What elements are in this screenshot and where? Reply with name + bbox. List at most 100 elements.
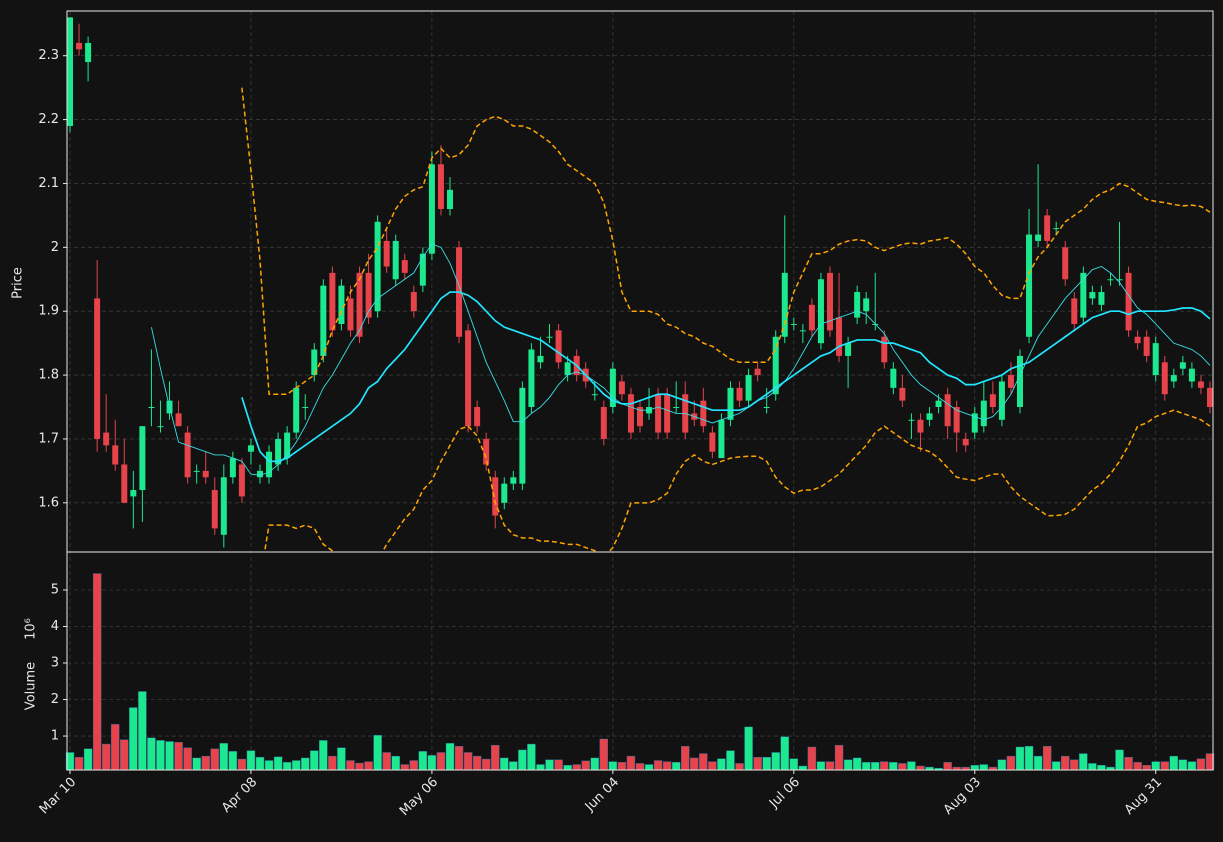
volume-bar	[310, 750, 319, 771]
volume-bar	[635, 763, 645, 771]
volume-bar	[1178, 759, 1188, 771]
volume-bar	[1142, 765, 1151, 771]
candle-body	[673, 407, 680, 409]
volume-bar	[418, 751, 428, 771]
candle-body	[944, 394, 951, 427]
volume-bar	[671, 762, 681, 771]
volume-bar	[454, 746, 464, 771]
candle-body	[519, 387, 526, 484]
volume-bar	[165, 741, 174, 771]
candle-body	[745, 375, 752, 401]
volume-bar	[346, 760, 355, 771]
volume-bar	[1169, 755, 1179, 771]
candle-body	[302, 407, 309, 409]
volume-bar	[337, 747, 346, 771]
volume-bar	[156, 740, 165, 771]
candle-body	[998, 381, 1005, 420]
candle-body	[953, 407, 960, 433]
candle-body	[383, 240, 390, 267]
volume-bar	[436, 752, 446, 771]
volume-bar	[1160, 761, 1169, 771]
volume-bar	[518, 749, 527, 771]
candle-body	[817, 279, 824, 344]
candle-body	[184, 432, 191, 478]
candle-body	[374, 221, 381, 312]
grid	[67, 11, 1213, 770]
volume-bar	[717, 758, 726, 771]
volume-bar	[997, 759, 1007, 771]
volume-bar	[762, 757, 771, 771]
volume-bar	[708, 761, 717, 771]
volume-bar	[753, 757, 762, 771]
volume-bar	[880, 761, 889, 771]
candle-body	[1053, 228, 1060, 230]
volume-bar	[391, 755, 400, 771]
volume-bar	[92, 573, 102, 771]
volume-bar	[481, 758, 491, 771]
candle-body	[627, 394, 634, 433]
candle-body	[202, 470, 209, 478]
volume-bar	[382, 752, 391, 771]
candle-body	[139, 426, 146, 491]
candle-body	[709, 432, 716, 452]
candle-body	[211, 490, 218, 529]
candle-body	[356, 272, 363, 337]
volume-bar	[291, 760, 301, 771]
candle-body	[899, 387, 906, 401]
candle-body	[546, 336, 553, 338]
candle-body	[275, 438, 282, 465]
candle-body	[229, 458, 236, 478]
volume-bar	[581, 760, 590, 771]
candle-body	[67, 17, 73, 126]
candle-body	[917, 419, 924, 433]
y-tick-label: 5	[51, 582, 59, 597]
volume-bar	[255, 757, 265, 771]
y-tick-label: 2	[51, 240, 59, 255]
candle-body	[293, 387, 300, 433]
volume-bar	[834, 744, 844, 771]
candle-body	[836, 317, 843, 356]
volume-bar	[1061, 755, 1070, 771]
volume-bar	[572, 764, 581, 771]
candle-body	[193, 470, 200, 472]
candle-body	[935, 400, 942, 408]
candle-body	[655, 394, 662, 433]
volume-bar	[943, 762, 952, 771]
candle-body	[320, 285, 327, 356]
panel-frame	[66, 551, 1214, 771]
volume-axis-label: Volume	[24, 662, 39, 710]
candle-body	[754, 368, 761, 376]
candle-body	[1170, 375, 1177, 382]
candle-body	[1125, 272, 1132, 331]
candle-body	[1207, 387, 1213, 408]
volume-bar	[644, 764, 654, 771]
volume-bar	[101, 743, 111, 771]
candle-body	[1089, 292, 1096, 299]
candle-body	[1179, 362, 1186, 369]
volume-bar	[690, 757, 699, 771]
volume-bar	[789, 758, 799, 771]
volume-bar	[527, 743, 536, 771]
candle-body	[329, 272, 336, 331]
volume-bar	[1088, 763, 1097, 771]
volume-bar	[970, 765, 979, 771]
volume-bar	[237, 758, 247, 771]
volume-bar	[219, 743, 229, 771]
candle-body	[1062, 247, 1069, 280]
volume-bar	[771, 752, 780, 771]
candle-body	[1017, 355, 1023, 408]
y-tick-label: 3	[51, 656, 59, 671]
volume-bar	[355, 762, 364, 771]
volume-bar	[174, 742, 183, 771]
candle-body	[863, 298, 870, 312]
candle-body	[121, 464, 128, 503]
volume-bar	[491, 744, 500, 771]
candle-body	[284, 432, 291, 459]
candle-body	[537, 355, 544, 363]
candle-body	[727, 387, 734, 420]
candle-body	[1007, 375, 1014, 388]
volume-bar	[120, 739, 129, 771]
candle-body	[338, 285, 345, 324]
